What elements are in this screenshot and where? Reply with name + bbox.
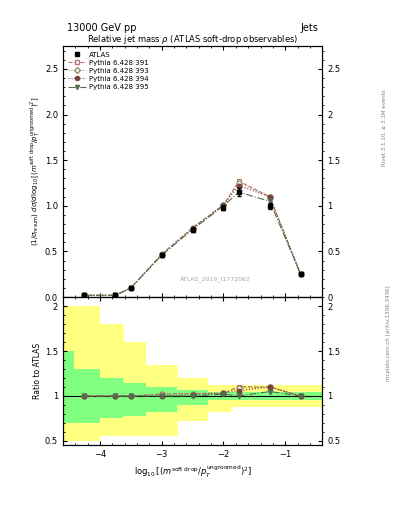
Text: Jets: Jets: [301, 23, 318, 33]
Legend: ATLAS, Pythia 6.428 391, Pythia 6.428 393, Pythia 6.428 394, Pythia 6.428 395: ATLAS, Pythia 6.428 391, Pythia 6.428 39…: [66, 50, 151, 92]
Text: Rivet 3.1.10, ≥ 3.1M events: Rivet 3.1.10, ≥ 3.1M events: [382, 90, 387, 166]
Title: Relative jet mass $\rho$ (ATLAS soft-drop observables): Relative jet mass $\rho$ (ATLAS soft-dro…: [87, 33, 298, 46]
Y-axis label: Ratio to ATLAS: Ratio to ATLAS: [33, 343, 42, 399]
Text: ATLAS_2019_I1772062: ATLAS_2019_I1772062: [180, 276, 251, 282]
X-axis label: $\log_{10}[(m^\mathrm{soft\ drop}/p_T^\mathrm{ungroomed})^2]$: $\log_{10}[(m^\mathrm{soft\ drop}/p_T^\m…: [134, 463, 252, 480]
Text: mcplots.cern.ch [arXiv:1306.3436]: mcplots.cern.ch [arXiv:1306.3436]: [386, 285, 391, 380]
Text: 13000 GeV pp: 13000 GeV pp: [67, 23, 136, 33]
Y-axis label: $(1/\sigma_\mathrm{resum})\ d\sigma/d\log_{10}[(m^\mathrm{soft\ drop}/p_T^\mathr: $(1/\sigma_\mathrm{resum})\ d\sigma/d\lo…: [29, 97, 42, 246]
